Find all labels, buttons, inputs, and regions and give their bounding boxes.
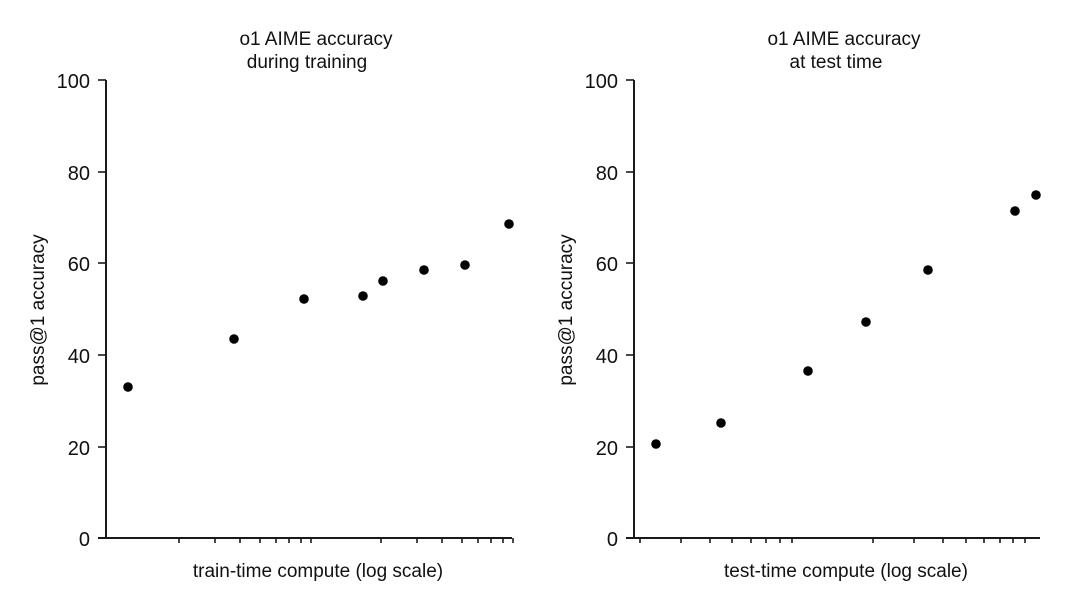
data-point [1031, 190, 1041, 200]
y-tick-label: 20 [68, 438, 90, 460]
x-ticks [178, 538, 514, 543]
data-point [651, 439, 661, 449]
data-point [923, 265, 933, 275]
chart-title-line2: during training [247, 52, 367, 73]
y-tick-label: 80 [596, 163, 618, 185]
x-axis-label: test-time compute (log scale) [724, 561, 968, 582]
data-point [358, 291, 368, 301]
chart-test-time: o1 AIME accuracy at test time 100 80 60 … [556, 29, 1041, 582]
chart-train-time: o1 AIME accuracy during training 100 80 … [28, 29, 514, 582]
y-axis-label: pass@1 accuracy [28, 234, 49, 386]
y-ticks [98, 79, 106, 539]
y-tick-label: 100 [57, 71, 90, 93]
data-point [803, 366, 813, 376]
data-point [378, 276, 388, 286]
y-tick-label: 60 [596, 254, 618, 276]
data-point [861, 317, 871, 327]
y-tick-label: 0 [79, 529, 90, 551]
chart-title-line2: at test time [790, 52, 883, 73]
data-point [419, 265, 429, 275]
y-tick-label: 60 [68, 254, 90, 276]
y-ticks [626, 79, 634, 539]
data-points [123, 219, 514, 392]
y-tick-label: 40 [68, 346, 90, 368]
data-point [1010, 206, 1020, 216]
data-point [504, 219, 514, 229]
y-tick-label: 40 [596, 346, 618, 368]
x-axis-label: train-time compute (log scale) [193, 561, 443, 582]
y-tick-labels: 100 80 60 40 20 0 [57, 71, 90, 551]
y-tick-labels: 100 80 60 40 20 0 [585, 71, 618, 551]
data-points [651, 190, 1041, 449]
data-point [123, 382, 133, 392]
x-ticks [639, 538, 1026, 543]
y-tick-label: 0 [607, 529, 618, 551]
y-axis-label: pass@1 accuracy [556, 234, 577, 386]
y-tick-label: 20 [596, 438, 618, 460]
y-tick-label: 80 [68, 163, 90, 185]
chart-title-line1: o1 AIME accuracy [239, 29, 393, 50]
data-point [460, 260, 470, 270]
data-point [229, 334, 239, 344]
y-tick-label: 100 [585, 71, 618, 93]
chart-title-line1: o1 AIME accuracy [767, 29, 921, 50]
data-point [299, 294, 309, 304]
data-point [716, 418, 726, 428]
